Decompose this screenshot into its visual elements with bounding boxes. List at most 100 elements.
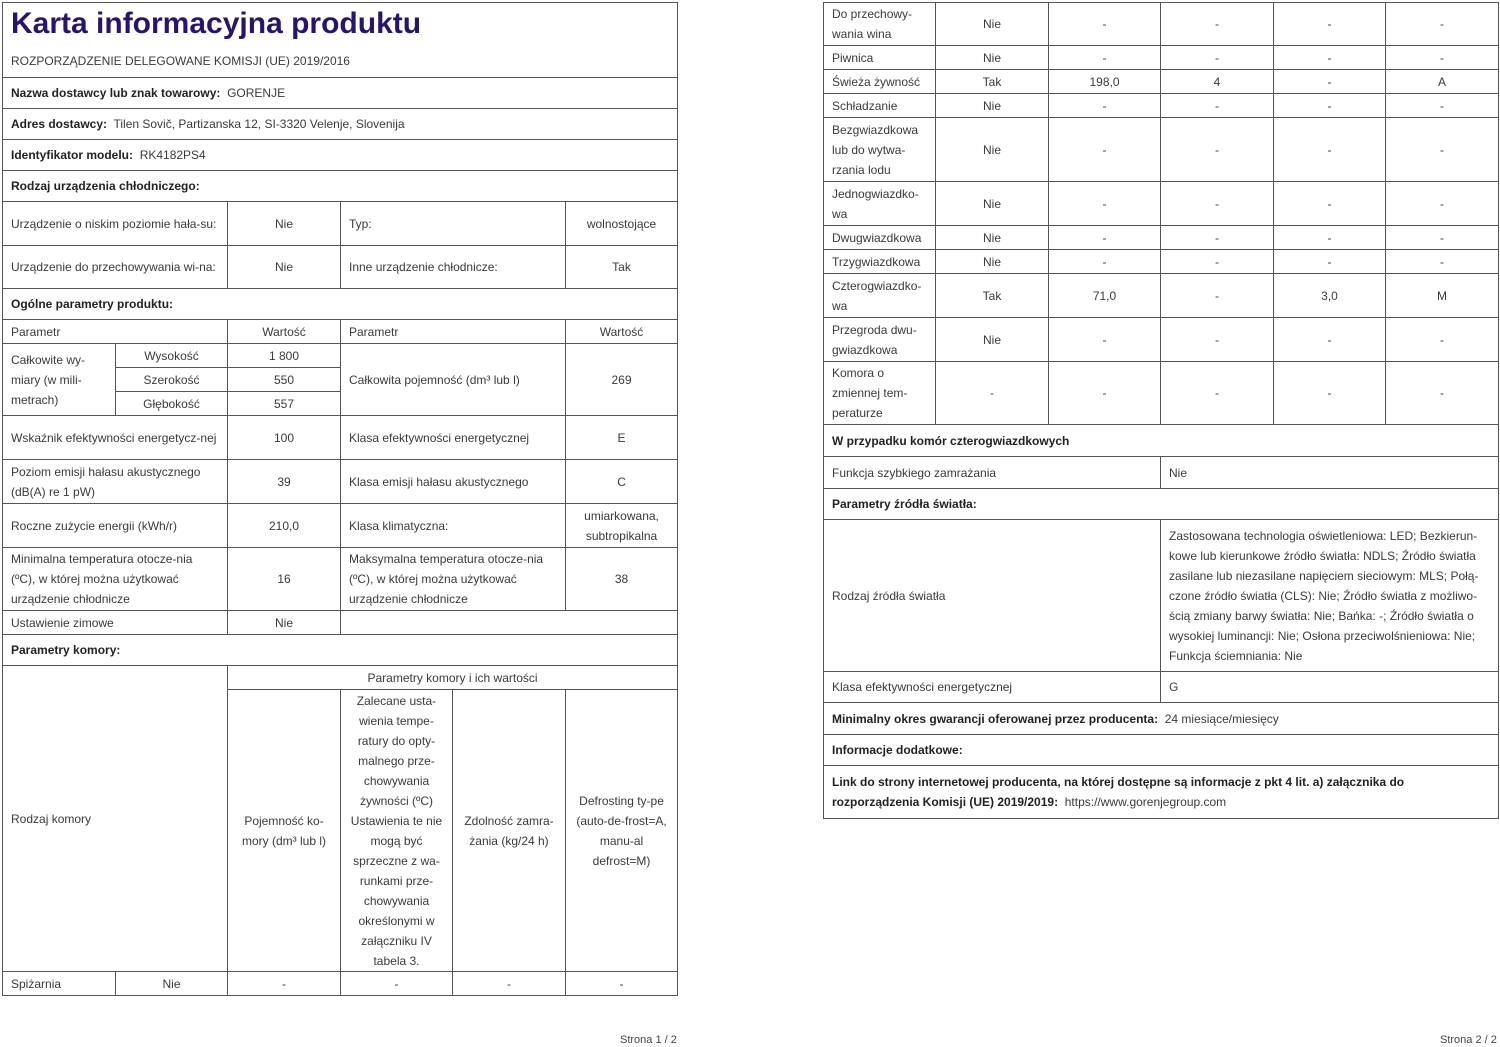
height-value: 1 800: [227, 343, 341, 368]
compartment-cell: -: [1160, 181, 1274, 226]
pantry-row: Spiżarnia Nie - - - -: [2, 971, 679, 996]
compartment-cell: -: [1385, 249, 1499, 274]
pantry-cell: -: [340, 971, 453, 996]
compartment-cell: Nie: [935, 2, 1049, 46]
winter-value: Nie: [227, 610, 341, 635]
compartment-cell: 198,0: [1048, 69, 1161, 94]
compartment-cell: -: [1160, 93, 1274, 118]
pantry-cell: -: [452, 971, 566, 996]
compartment-type-label: Rodzaj komory: [2, 665, 228, 972]
compartment-cell: -: [1273, 45, 1386, 70]
model-row: Identyfikator modelu: RK4182PS4: [1, 139, 679, 171]
compartment-label: Trzygwiazdkowa: [823, 249, 936, 274]
compartment-heading: Parametry komory:: [1, 634, 679, 666]
compartment-cell: Nie: [935, 181, 1049, 226]
pantry-cell: Nie: [115, 971, 228, 996]
link-row: Link do strony internetowej producenta, …: [823, 765, 1499, 819]
fast-freeze-value: Nie: [1160, 456, 1499, 489]
supplier-value: GORENJE: [227, 86, 286, 100]
warranty-value: 24 miesiące/miesięcy: [1164, 711, 1279, 726]
supplier-label: Nazwa dostawcy lub znak towarowy:: [11, 86, 221, 100]
compartment-cell: -: [1385, 45, 1499, 70]
other-label: Inne urządzenie chłodnicze:: [340, 245, 566, 289]
compartment-label: Świeża żywność: [823, 69, 936, 94]
compartment-row: Komora o zmiennej tem-peraturze - - - - -: [823, 361, 1499, 425]
compartment-cell: Tak: [935, 273, 1049, 318]
low-noise-label: Urządzenie o niskim poziomie hała-su:: [2, 201, 228, 246]
wine-value: Nie: [227, 245, 341, 289]
compartment-cell: -: [1385, 93, 1499, 118]
compartment-cell: -: [1160, 117, 1274, 182]
additional-heading: Informacje dodatkowe:: [823, 734, 1499, 766]
compartment-cell: -: [1048, 361, 1161, 425]
compartment-cell: A: [1385, 69, 1499, 94]
winter-label: Ustawienie zimowe: [2, 610, 228, 635]
compartment-row: Trzygwiazdkowa Nie - - - -: [823, 249, 1499, 274]
compartment-cell: -: [1385, 117, 1499, 182]
compartment-row: Do przechowy-wania wina Nie - - - -: [823, 2, 1499, 46]
product-info-table-page-1: Karta informacyjna produktu ROZPORZĄDZEN…: [1, 2, 679, 996]
compartment-cell: -: [1160, 273, 1274, 318]
product-info-table-page-2: Do przechowy-wania wina Nie - - - - Piwnica Nie…: [823, 2, 1499, 819]
eei-value: 100: [227, 415, 341, 460]
compartment-cell: -: [1048, 45, 1161, 70]
compartment-row: Schładzanie Nie - - - -: [823, 93, 1499, 118]
compartment-label: Czterogwiazdko-wa: [823, 273, 936, 318]
compartment-cell: -: [1385, 361, 1499, 425]
compartment-cell: 3,0: [1273, 273, 1386, 318]
pantry-cell: -: [564, 971, 679, 996]
general-params-heading: Ogólne parametry produktu:: [1, 288, 679, 320]
address-value: Tilen Sovič, Partizanska 12, SI-3320 Vel…: [113, 117, 405, 131]
light-heading: Parametry źródła światła:: [823, 488, 1499, 520]
manufacturer-link[interactable]: https://www.gorenjegroup.com: [1064, 795, 1227, 809]
compartment-cell: -: [1048, 2, 1161, 46]
defrost-header: Defrosting ty-pe (auto-de-frost=A, manu-…: [564, 689, 679, 972]
depth-value: 557: [227, 391, 341, 416]
compartment-cell: -: [935, 361, 1049, 425]
noise-label: Poziom emisji hałasu akustycznego (dB(A)…: [2, 459, 228, 504]
compartment-label: Piwnica: [823, 45, 936, 70]
depth-label: Głębokość: [115, 391, 228, 416]
min-temp-value: 16: [227, 547, 341, 611]
link-label: Link do strony internetowej producenta, …: [832, 775, 1405, 809]
compartment-cell: -: [1385, 225, 1499, 250]
climate-label: Klasa klimatyczna:: [340, 503, 566, 548]
appliance-type-heading: Rodzaj urządzenia chłodniczego:: [1, 170, 679, 202]
supplier-row: Nazwa dostawcy lub znak towarowy: GORENJ…: [1, 77, 679, 109]
compartment-label: Schładzanie: [823, 93, 936, 118]
width-label: Szerokość: [115, 367, 228, 392]
compartment-cell: Nie: [935, 117, 1049, 182]
compartment-cell: -: [1160, 45, 1274, 70]
compartment-cell: -: [1048, 93, 1161, 118]
light-class-label: Klasa efektywności energetycznej: [823, 671, 1161, 703]
compartment-cell: -: [1273, 361, 1386, 425]
max-temp-label: Maksymalna temperatura otocze-nia (ºC), …: [340, 547, 566, 611]
col-value-2: Wartość: [564, 319, 679, 344]
compartment-cell: -: [1160, 225, 1274, 250]
capacity-value: 269: [564, 343, 679, 416]
max-temp-value: 38: [564, 547, 679, 611]
compartment-cell: -: [1273, 249, 1386, 274]
compartment-cell: -: [1385, 181, 1499, 226]
compartment-cell: -: [1048, 317, 1161, 362]
regulation-text: ROZPORZĄDZENIE DELEGOWANE KOMISJI (UE) 2…: [11, 54, 350, 68]
compartment-cell: -: [1048, 249, 1161, 274]
compartment-row: Przegroda dwu-gwiazdkowa Nie - - - -: [823, 317, 1499, 362]
noise-class-label: Klasa emisji hałasu akustycznego: [340, 459, 566, 504]
warranty-row: Minimalny okres gwarancji oferowanej prz…: [823, 702, 1499, 735]
freeze-header: Zdolność zamra-żania (kg/24 h): [452, 689, 566, 972]
page-number-1: Strona 1 / 2: [620, 1034, 677, 1046]
compartment-cell: -: [1273, 93, 1386, 118]
compartment-cell: Nie: [935, 45, 1049, 70]
compartment-cell: 4: [1160, 69, 1274, 94]
header-cell: Karta informacyjna produktu ROZPORZĄDZEN…: [1, 2, 679, 78]
compartment-label: Jednogwiazdko-wa: [823, 181, 936, 226]
compartment-cell: -: [1160, 249, 1274, 274]
temp-header: Zalecane usta-wienia tempe-ratury do opt…: [340, 689, 453, 972]
compartment-cell: 71,0: [1048, 273, 1161, 318]
energy-class-label: Klasa efektywności energetycznej: [340, 415, 566, 460]
width-value: 550: [227, 367, 341, 392]
compartment-row: Piwnica Nie - - - -: [823, 45, 1499, 70]
page-title: Karta informacyjna produktu: [11, 7, 422, 40]
compartment-cell: Tak: [935, 69, 1049, 94]
